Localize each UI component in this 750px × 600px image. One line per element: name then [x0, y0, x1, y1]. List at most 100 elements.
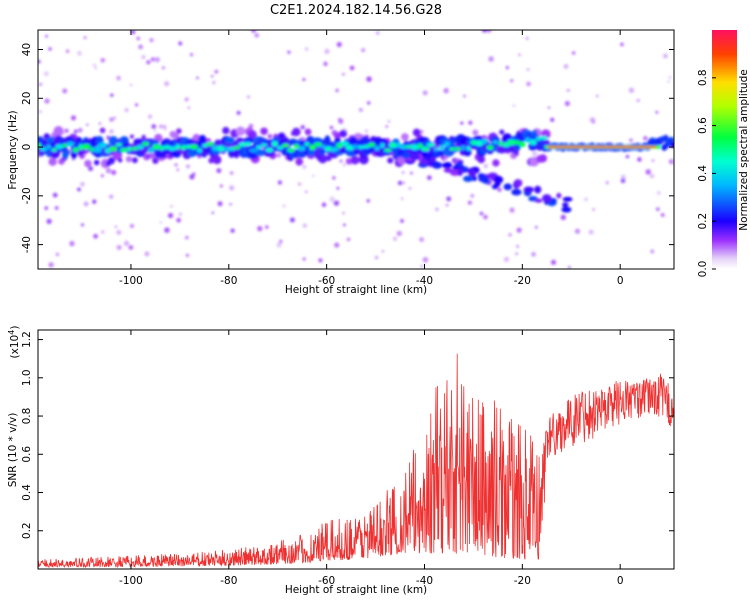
spectrogram-speckle	[510, 79, 514, 83]
spectrogram-speckle	[531, 150, 538, 157]
spectrogram-peak	[507, 139, 517, 146]
spectrogram-speckle	[110, 93, 114, 97]
spectrogram-peak	[66, 141, 75, 147]
spectrogram-peak	[513, 140, 521, 145]
spectrogram-peak	[433, 147, 439, 152]
spectrogram-peak	[460, 145, 466, 151]
spectrogram-speckle	[174, 163, 178, 167]
spectrogram-band-cell	[255, 149, 267, 157]
spectrogram-speckle	[312, 174, 315, 178]
spectrogram-speckle	[105, 167, 112, 174]
spectrogram-speckle	[605, 181, 609, 185]
spectrogram-speckle	[515, 252, 518, 256]
spectrogram-branch-cell	[462, 166, 469, 172]
spectrogram-peak	[466, 145, 471, 151]
spectrogram-speckle	[339, 159, 343, 163]
spectrogram-speckle	[146, 60, 151, 65]
y-tick-label: 0.8	[21, 408, 33, 425]
spectrogram-speckle	[468, 120, 473, 125]
spectrogram-peak	[498, 141, 504, 146]
y-tick-label: 0.2	[21, 522, 33, 539]
spectrogram-speckle	[367, 101, 371, 105]
spectrogram-speckle	[80, 223, 85, 227]
spectrogram-speckle	[385, 125, 389, 128]
spectrogram-speckle	[109, 117, 114, 122]
spectrogram-halo	[149, 152, 156, 159]
spectrogram-halo	[222, 126, 230, 135]
spectrogram-speckle	[628, 87, 635, 93]
spectrogram-speckle	[387, 119, 391, 124]
spectrogram-speckle	[481, 30, 488, 33]
spectrogram-peak	[481, 138, 489, 144]
spectrogram-speckle	[185, 253, 189, 257]
spectrogram-speckle	[321, 202, 327, 207]
spectrogram-speckle	[184, 235, 189, 240]
spectrogram-speckle	[128, 245, 134, 250]
spectrogram-speckle	[636, 98, 640, 103]
spectrogram-speckle	[643, 136, 648, 141]
spectrogram-peak	[217, 145, 225, 152]
spectrogram-halo	[131, 157, 138, 164]
spectrogram-speckle	[163, 124, 167, 128]
spectrogram-frame	[37, 29, 675, 270]
spectrogram-speckle	[46, 218, 52, 224]
spectrogram-band-cell	[243, 137, 254, 145]
spectrogram-speckle	[402, 181, 406, 185]
spectrogram-halo	[333, 132, 341, 140]
spectrogram-speckle	[503, 256, 510, 263]
spectrogram-speckle	[589, 117, 596, 123]
spectrogram-speckle	[187, 106, 191, 110]
colorbar-tick-label: 0.4	[697, 165, 709, 182]
spectrogram-peak	[248, 148, 258, 153]
spectrogram-branch-cell	[542, 194, 552, 202]
spectrogram-branch-cell	[431, 161, 443, 169]
spectrogram-speckle	[342, 163, 346, 167]
spectrogram-speckle	[566, 88, 570, 92]
spectrogram-speckle	[176, 168, 180, 172]
spectrogram-halo	[387, 157, 394, 164]
spectrogram-speckle	[80, 181, 85, 187]
spectrogram-speckle	[381, 249, 385, 253]
spectrogram-speckle	[44, 98, 50, 104]
spectrogram-speckle	[70, 115, 77, 121]
spectrogram-branch-cell	[511, 188, 522, 196]
spectrogram-peak	[136, 144, 144, 150]
spectrogram-speckle	[426, 175, 432, 181]
spectrogram-speckle	[668, 159, 674, 165]
spectrogram-speckle	[488, 56, 494, 62]
x-tick-label: 0	[617, 275, 624, 287]
colorbar-tick-label: 0.0	[697, 261, 709, 278]
spectrogram-strong-core	[652, 146, 657, 149]
spectrogram-speckle	[113, 116, 116, 120]
spectrogram-speckle	[483, 214, 488, 220]
spectrogram-speckle	[397, 180, 403, 186]
spectrogram-speckle	[163, 126, 167, 131]
spectrogram-peak	[421, 146, 430, 152]
spectrogram-peak	[190, 144, 198, 150]
spectrogram-halo	[499, 129, 505, 135]
spectrogram-speckle	[366, 199, 370, 203]
spectrogram-speckle	[592, 208, 595, 211]
spectrogram-peak	[255, 145, 262, 150]
spectrogram-speckle	[158, 124, 164, 129]
spectrogram-speckle	[525, 37, 529, 40]
colorbar-label: Normalized spectral amplitude	[738, 69, 750, 230]
snr-frame	[37, 329, 675, 570]
spectrogram-speckle	[45, 34, 48, 38]
spectrogram-speckle	[342, 223, 346, 227]
spectrogram-speckle	[656, 191, 661, 195]
spectrogram-speckle	[229, 171, 234, 175]
spectrogram-speckle	[516, 227, 522, 233]
spectrogram-peak	[127, 146, 132, 152]
spectrogram-speckle	[323, 61, 328, 67]
spectrogram-speckle	[445, 203, 449, 207]
spectrogram-peak	[535, 136, 542, 141]
spectrogram-speckle	[184, 97, 189, 102]
spectrogram-peak	[439, 144, 445, 151]
spectrogram-speckle	[595, 94, 599, 98]
spectrogram-branch-cell	[503, 183, 512, 191]
spectrogram-peak	[131, 146, 139, 151]
spectrogram-speckle	[54, 205, 59, 210]
colorbar-tick-label: 0.6	[697, 117, 709, 134]
spectrogram-peak	[293, 144, 300, 149]
